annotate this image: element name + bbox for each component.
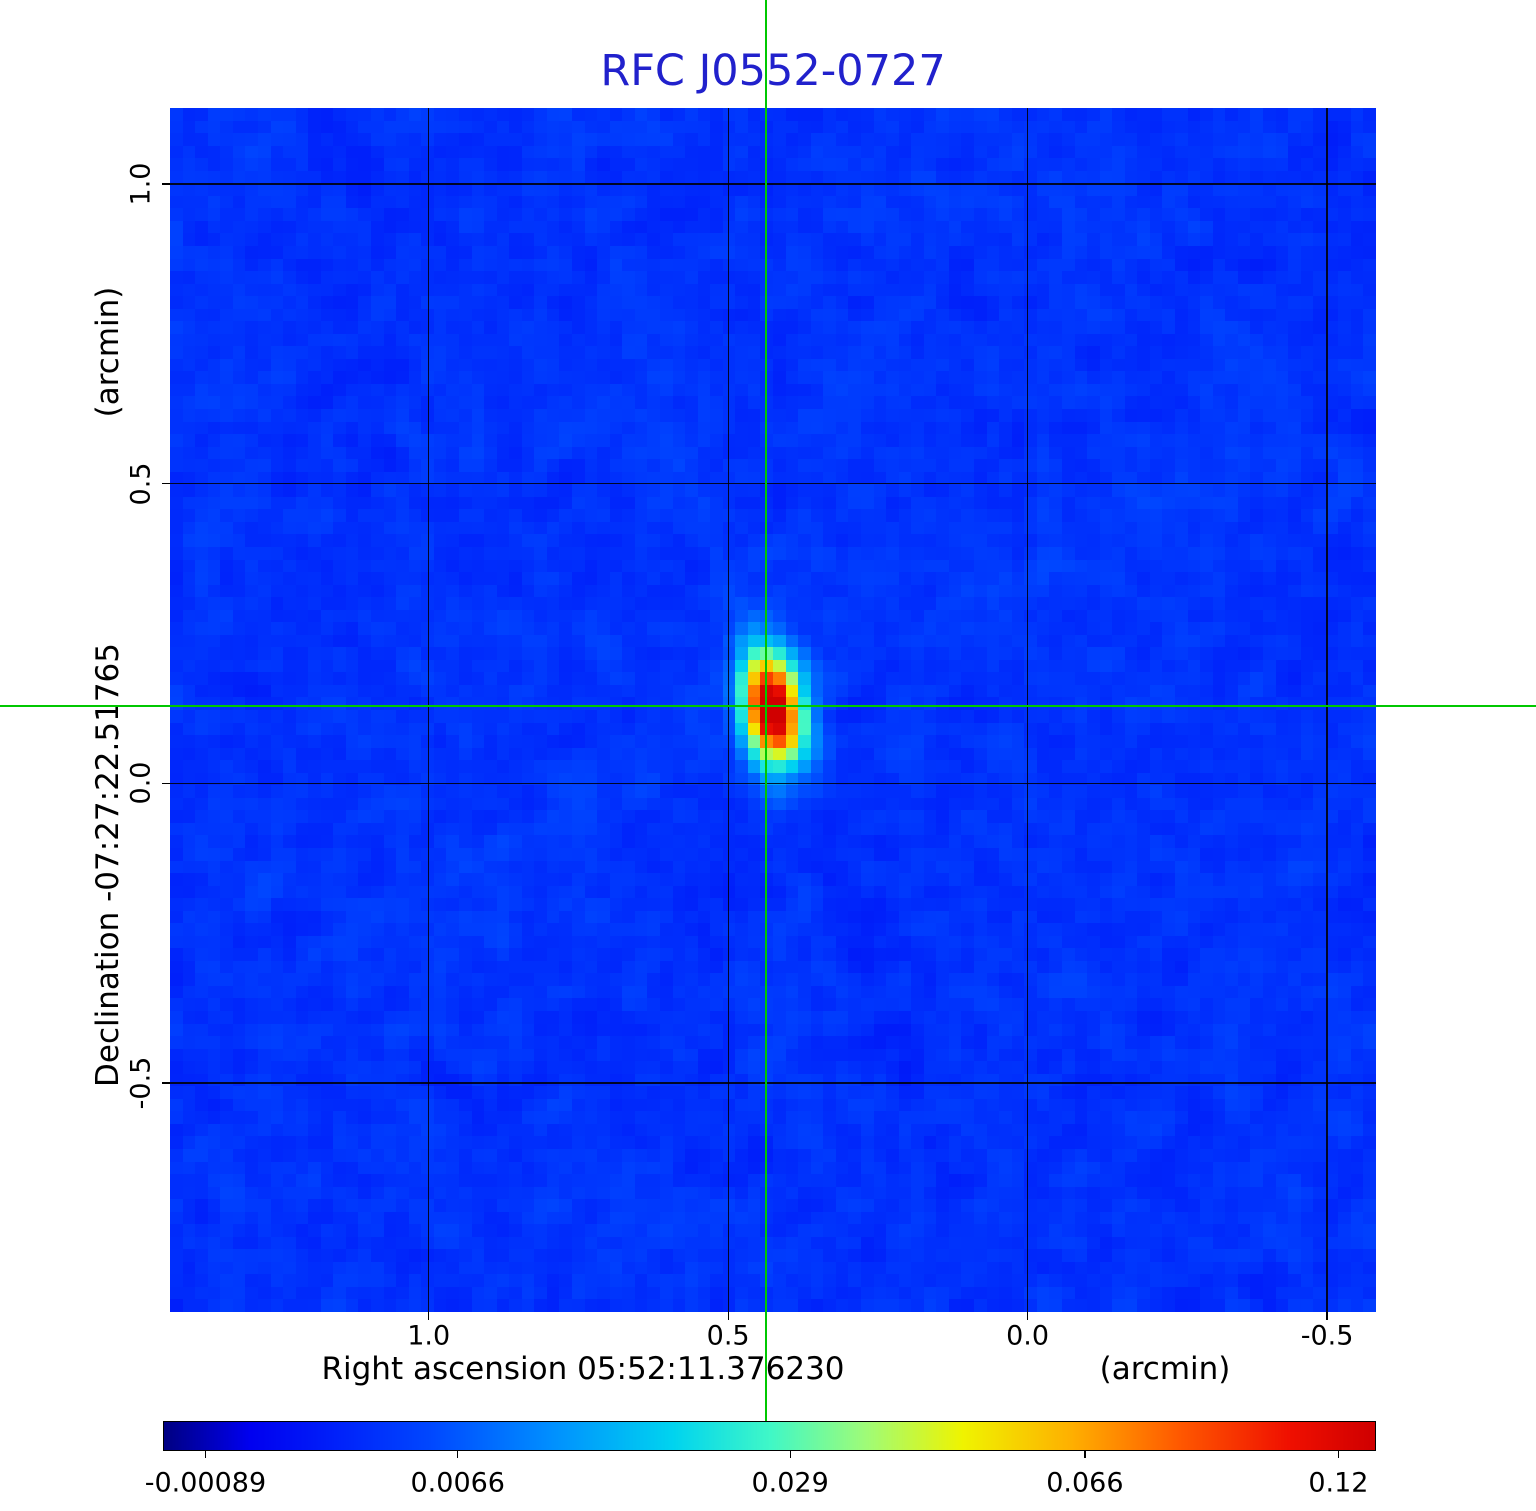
x-gridline [727, 108, 729, 1312]
y-tick-label: 0.0 [125, 761, 157, 805]
crosshair-horizontal [0, 705, 1536, 707]
colorbar-tick [457, 1451, 459, 1458]
y-tick [162, 1082, 170, 1084]
y-tick-label: 1.0 [125, 162, 157, 206]
x-tick [1326, 1312, 1328, 1320]
sky-map [170, 108, 1376, 1312]
x-axis-label: Right ascension 05:52:11.376230 [321, 1351, 845, 1387]
y-axis-label: Declination -07:27:22.51765 [90, 643, 126, 1087]
colorbar-canvas [163, 1421, 1376, 1451]
colorbar-tick [204, 1451, 207, 1458]
y-tick-label: 0.5 [125, 462, 157, 506]
colorbar-tick-label: 0.029 [751, 1467, 829, 1499]
sky-map-canvas [170, 108, 1376, 1312]
colorbar-tick-label: 0.066 [1046, 1467, 1124, 1499]
y-gridline [170, 183, 1376, 185]
y-axis-unit-label: (arcmin) [90, 286, 126, 418]
x-tick [428, 1312, 430, 1320]
colorbar-tick-label: -0.00089 [144, 1467, 267, 1499]
y-tick-label: -0.5 [125, 1056, 157, 1110]
x-tick-label: 0.0 [1006, 1320, 1050, 1352]
y-gridline [170, 782, 1376, 784]
x-tick [1027, 1312, 1029, 1320]
colorbar-tick-label: 0.12 [1308, 1467, 1369, 1499]
y-tick [162, 183, 170, 185]
crosshair-vertical [765, 0, 767, 1421]
x-tick-label: 1.0 [407, 1320, 451, 1352]
x-tick-label: 0.5 [706, 1320, 750, 1352]
x-gridline [1027, 108, 1029, 1312]
y-gridline [170, 483, 1376, 485]
x-axis-unit-label: (arcmin) [1099, 1351, 1231, 1387]
colorbar-tick [789, 1451, 791, 1458]
colorbar-tick-label: 0.0066 [410, 1467, 505, 1499]
x-tick-label: -0.5 [1300, 1320, 1354, 1352]
y-tick [162, 782, 170, 784]
y-tick [162, 483, 170, 485]
y-gridline [170, 1082, 1376, 1084]
x-gridline [428, 108, 430, 1312]
x-gridline [1326, 108, 1328, 1312]
colorbar-tick [1337, 1451, 1340, 1458]
colorbar-tick [1084, 1451, 1086, 1458]
x-tick [727, 1312, 729, 1320]
plot-title: RFC J0552-0727 [600, 46, 946, 96]
